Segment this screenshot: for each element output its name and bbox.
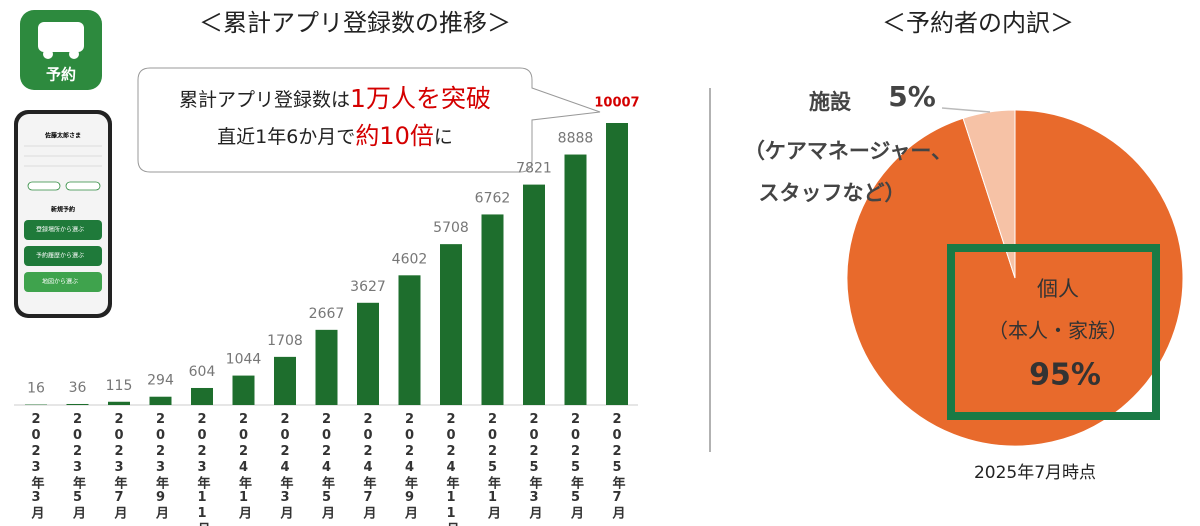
chart-title: ＜累計アプリ登録数の推移＞ — [199, 9, 511, 37]
callout-text: に — [434, 126, 453, 148]
bar — [398, 275, 421, 405]
x-tick-label: 2024年5月 — [319, 412, 336, 520]
value-label: 1044 — [226, 352, 262, 368]
bar — [191, 387, 213, 405]
value-label: 1708 — [267, 333, 303, 349]
value-label: 5% — [888, 80, 936, 113]
note: 2025年7月時点 — [974, 463, 1096, 483]
callout-line: 累計アプリ登録数は1万人を突破 — [179, 84, 491, 113]
x-tick-label: 2024年9月 — [402, 412, 419, 520]
phone-chip — [27, 181, 61, 191]
sublabel: スタッフなど） — [759, 181, 906, 205]
value-label: 2667 — [309, 306, 345, 322]
bar — [606, 123, 628, 405]
value-label: 294 — [147, 373, 174, 389]
bar — [274, 356, 296, 405]
bar — [564, 154, 587, 405]
x-tick-label: 2024年3月 — [278, 412, 295, 520]
phone-button — [24, 272, 102, 292]
chart-title: ＜予約者の内訳＞ — [882, 9, 1074, 37]
callout-line: 直近1年6か月で約10倍に — [217, 122, 453, 150]
bar — [232, 375, 255, 405]
value-label: 6762 — [475, 190, 511, 206]
app-icon-graphic — [38, 22, 84, 52]
value-label: 95% — [1029, 358, 1101, 393]
phone-user: 佐藤太郎さま — [44, 132, 81, 140]
highlight-box — [947, 244, 1160, 420]
app-icon-wheel — [43, 49, 53, 59]
x-tick-label: 2024年11月 — [444, 412, 461, 526]
leader-line — [941, 107, 991, 113]
pie-chart: ＜予約者の内訳＞ 個人 （本人・家族） 95% 施設 5% （ケアマネージャー、スタッフなど… — [744, 9, 1184, 483]
phone-button-label: 登録場所から選ぶ — [36, 226, 84, 234]
x-tick-label: 2024年7月 — [361, 412, 378, 520]
value-label: 3627 — [350, 279, 386, 295]
value-label: 36 — [69, 380, 87, 396]
category-label: 施設 — [809, 90, 852, 114]
value-label: 5708 — [433, 220, 469, 236]
value-label: 16 — [27, 381, 45, 397]
phone-section: 新規予約 — [51, 206, 75, 214]
bar — [315, 329, 338, 405]
value-label: 7821 — [516, 161, 552, 177]
x-tick-label: 2023年3月 — [29, 412, 46, 520]
bar — [481, 214, 504, 405]
bar — [149, 396, 172, 405]
x-tick-label: 2023年11月 — [195, 412, 212, 526]
phone-button — [24, 220, 102, 240]
x-tick-label: 2024年1月 — [236, 412, 253, 520]
callout-text: 1万人を突破 — [350, 84, 491, 113]
x-tick-label: 2025年3月 — [527, 412, 544, 520]
callout-box — [137, 67, 601, 173]
x-tick-label: 2023年7月 — [112, 412, 129, 520]
phone-chip — [65, 181, 101, 191]
x-tick-label: 2023年9月 — [153, 412, 170, 520]
phone-button — [24, 246, 102, 266]
x-tick-label: 2025年5月 — [568, 412, 585, 520]
callout-text: 累計アプリ登録数は — [179, 89, 350, 111]
value-label: 10007 — [594, 96, 639, 111]
sublabel: （本人・家族） — [988, 319, 1128, 343]
category-label: 個人 — [1037, 277, 1079, 301]
bar — [66, 403, 89, 405]
bar-chart: ＜累計アプリ登録数の推移＞ 16 2023年3月 36 2023年5月 115 2023年7… — [14, 9, 640, 526]
sublabel: （ケアマネージャー、 — [744, 139, 952, 163]
x-tick-label: 2025年7月 — [610, 412, 627, 520]
bar — [440, 244, 462, 405]
bar — [523, 184, 545, 405]
bar — [357, 302, 379, 405]
callout-text: 約10倍 — [355, 122, 434, 150]
phone-button-label: 予約履歴から選ぶ — [36, 252, 84, 260]
value-label: 4602 — [392, 251, 428, 267]
phone-button-label: 地図から選ぶ — [42, 278, 78, 286]
x-tick-label: 2025年1月 — [485, 412, 502, 520]
value-label: 115 — [106, 378, 133, 394]
bar — [108, 401, 130, 405]
value-label: 8888 — [558, 131, 594, 147]
value-label: 604 — [189, 364, 216, 380]
x-tick-label: 2023年5月 — [70, 412, 87, 520]
app-icon-label: 予約 — [46, 66, 76, 84]
callout-text: 直近1年6か月で — [217, 126, 355, 148]
app-icon-wheel — [69, 49, 79, 59]
